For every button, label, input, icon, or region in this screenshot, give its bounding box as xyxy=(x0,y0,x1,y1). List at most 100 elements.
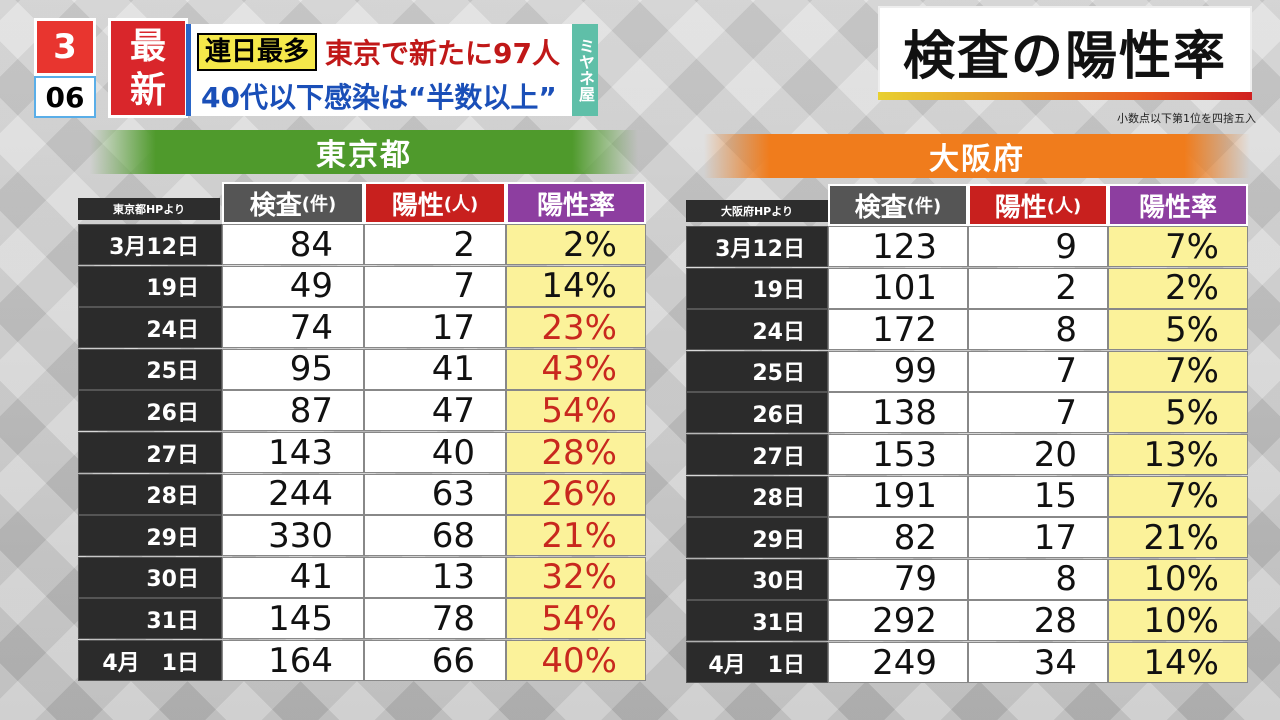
tokyo-cell-tests: 41 xyxy=(222,556,364,598)
tokyo-cell-positive: 47 xyxy=(364,390,506,432)
osaka-row-10: 4月 1日 249 34 14% xyxy=(686,642,1248,683)
tokyo-cell-positive: 78 xyxy=(364,598,506,640)
osaka-cell-positive: 9 xyxy=(968,226,1108,267)
tokyo-cell-rate: 28% xyxy=(506,432,646,473)
osaka-cell-rate: 21% xyxy=(1108,517,1248,559)
tokyo-cell-rate: 54% xyxy=(506,598,646,640)
osaka-cell-date: 28日 xyxy=(686,475,828,517)
osaka-cell-tests: 191 xyxy=(828,475,968,517)
tokyo-cell-tests: 143 xyxy=(222,432,364,473)
tokyo-cell-date: 27日 xyxy=(78,432,222,473)
osaka-cell-rate: 10% xyxy=(1108,600,1248,642)
tokyo-cell-positive: 40 xyxy=(364,432,506,473)
tokyo-cell-positive: 41 xyxy=(364,348,506,390)
osaka-cell-date: 24日 xyxy=(686,309,828,351)
osaka-cell-date: 31日 xyxy=(686,600,828,642)
header-tests-unit: (件) xyxy=(906,196,942,217)
tokyo-cell-rate: 43% xyxy=(506,348,646,390)
header-positive-label: 陽性 xyxy=(391,190,444,221)
osaka-cell-rate: 10% xyxy=(1108,558,1248,600)
tokyo-cell-rate: 21% xyxy=(506,515,646,557)
tokyo-cell-date: 4月 1日 xyxy=(78,640,222,681)
tokyo-cell-tests: 84 xyxy=(222,224,364,265)
osaka-cell-date: 25日 xyxy=(686,350,828,392)
osaka-cell-positive: 7 xyxy=(968,350,1108,392)
osaka-cell-date: 29日 xyxy=(686,517,828,559)
tokyo-cell-tests: 330 xyxy=(222,515,364,557)
header-rate-label: 陽性率 xyxy=(1138,192,1217,223)
latest-badge: 最新 xyxy=(108,18,188,118)
tokyo-cell-date: 29日 xyxy=(78,515,222,557)
clock-hour: 3 xyxy=(34,18,96,76)
osaka-row-6: 28日 191 15 7% xyxy=(686,475,1248,517)
tokyo-row-1: 19日 49 7 14% xyxy=(78,265,646,307)
osaka-cell-tests: 123 xyxy=(828,226,968,267)
osaka-banner: 大阪府 xyxy=(704,134,1250,178)
osaka-cell-tests: 82 xyxy=(828,517,968,559)
tokyo-cell-date: 19日 xyxy=(78,265,222,307)
header-tests-label: 検査 xyxy=(854,192,907,223)
header-tests-label: 検査 xyxy=(249,190,302,221)
tokyo-cell-positive: 63 xyxy=(364,473,506,515)
osaka-cell-tests: 79 xyxy=(828,558,968,600)
osaka-row-0: 3月12日 123 9 7% xyxy=(686,226,1248,267)
tokyo-cell-positive: 7 xyxy=(364,265,506,307)
tokyo-row-0: 3月12日 84 2 2% xyxy=(78,224,646,265)
tokyo-cell-tests: 145 xyxy=(222,598,364,640)
osaka-cell-rate: 5% xyxy=(1108,309,1248,351)
header-positive-label: 陽性 xyxy=(994,192,1047,223)
show-logo: ミヤネ屋 xyxy=(572,24,598,116)
header-rate-label: 陽性率 xyxy=(536,190,615,221)
osaka-cell-positive: 20 xyxy=(968,434,1108,475)
osaka-row-1: 19日 101 2 2% xyxy=(686,267,1248,309)
tokyo-cell-rate: 54% xyxy=(506,390,646,432)
tokyo-row-10: 4月 1日 164 66 40% xyxy=(78,640,646,681)
osaka-header-rate: 陽性率 xyxy=(1108,184,1248,226)
page-title: 検査の陽性率 xyxy=(878,6,1252,96)
tokyo-cell-date: 31日 xyxy=(78,598,222,640)
tokyo-cell-positive: 66 xyxy=(364,640,506,681)
tokyo-cell-date: 30日 xyxy=(78,556,222,598)
osaka-cell-positive: 2 xyxy=(968,267,1108,309)
osaka-cell-date: 27日 xyxy=(686,434,828,475)
tokyo-cell-rate: 32% xyxy=(506,556,646,598)
osaka-cell-tests: 153 xyxy=(828,434,968,475)
ticker-subheadline: 40代以下感染は“半数以上” xyxy=(201,81,557,114)
tokyo-cell-positive: 17 xyxy=(364,307,506,349)
tokyo-cell-date: 3月12日 xyxy=(78,224,222,265)
header-positive-unit: (人) xyxy=(443,194,479,215)
header-tests-unit: (件) xyxy=(301,194,337,215)
osaka-row-5: 27日 153 20 13% xyxy=(686,434,1248,475)
osaka-cell-rate: 5% xyxy=(1108,392,1248,434)
osaka-cell-tests: 101 xyxy=(828,267,968,309)
tokyo-cell-tests: 74 xyxy=(222,307,364,349)
osaka-cell-date: 3月12日 xyxy=(686,226,828,267)
osaka-cell-date: 19日 xyxy=(686,267,828,309)
tokyo-row-5: 27日 143 40 28% xyxy=(78,432,646,473)
osaka-row-8: 30日 79 8 10% xyxy=(686,558,1248,600)
osaka-cell-date: 4月 1日 xyxy=(686,642,828,683)
osaka-cell-tests: 292 xyxy=(828,600,968,642)
osaka-cell-tests: 172 xyxy=(828,309,968,351)
tokyo-cell-tests: 87 xyxy=(222,390,364,432)
title-underline xyxy=(878,92,1252,100)
osaka-cell-rate: 13% xyxy=(1108,434,1248,475)
tokyo-cell-rate: 23% xyxy=(506,307,646,349)
osaka-cell-positive: 28 xyxy=(968,600,1108,642)
tokyo-cell-tests: 95 xyxy=(222,348,364,390)
header-positive-unit: (人) xyxy=(1046,196,1082,217)
tokyo-cell-positive: 13 xyxy=(364,556,506,598)
osaka-row-2: 24日 172 8 5% xyxy=(686,309,1248,351)
tokyo-cell-tests: 164 xyxy=(222,640,364,681)
osaka-cell-date: 30日 xyxy=(686,558,828,600)
osaka-cell-rate: 7% xyxy=(1108,475,1248,517)
osaka-cell-positive: 7 xyxy=(968,392,1108,434)
osaka-cell-rate: 14% xyxy=(1108,642,1248,683)
osaka-cell-tests: 249 xyxy=(828,642,968,683)
osaka-cell-positive: 34 xyxy=(968,642,1108,683)
tokyo-row-3: 25日 95 41 43% xyxy=(78,348,646,390)
latest-badge-text: 最新 xyxy=(129,26,166,111)
tokyo-banner: 東京都 xyxy=(90,130,638,174)
osaka-cell-rate: 2% xyxy=(1108,267,1248,309)
tokyo-row-8: 30日 41 13 32% xyxy=(78,556,646,598)
